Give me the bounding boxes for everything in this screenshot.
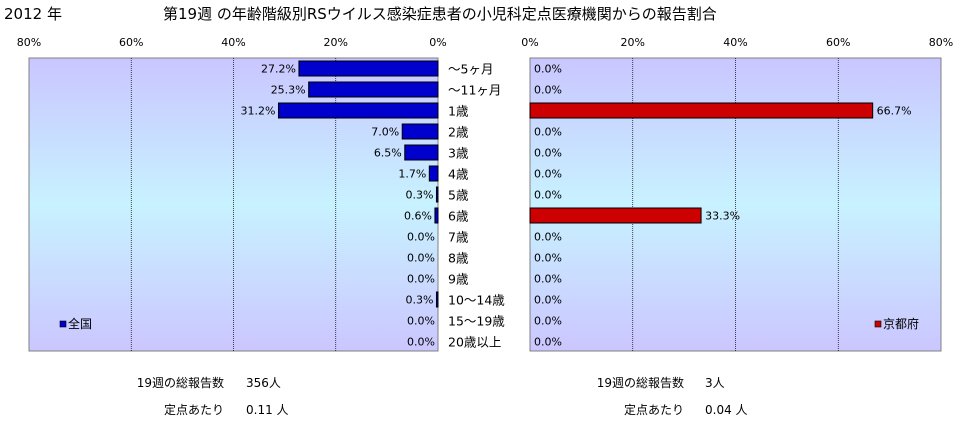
left-axis-ticks: 80% 60% 40% 20% 0% [17,36,447,49]
right-bar [529,207,702,224]
category-label: 4歳 [448,167,469,182]
footer-left-total-value: 356人 [246,376,281,390]
right-tick-label: 60% [826,36,850,49]
footer-left: 19週の総報告数 356人 定点あたり 0.11 人 [137,375,289,417]
footer-right-total-label: 19週の総報告数 [597,375,684,390]
right-bars: 0.0% 0.0% 66.7% 0.0% 0.0% 0.0% 0.0% 33.3% 0.0% 0.… [529,63,912,349]
left-bar-value-label: 0.0% [407,231,435,244]
left-bar-value-label: 0.3% [406,294,434,307]
category-labels: ～5ヶ月 ～11ヶ月 1歳 2歳 3歳 4歳 5歳 6歳 7歳 8歳 9歳 10～14歳 15～19歳 2… [448,62,505,350]
category-label: 2歳 [448,125,469,140]
footer-left-total-label: 19週の総報告数 [137,375,224,390]
left-tick-label: 60% [119,36,143,49]
right-axis-ticks: 0% 20% 40% 60% 80% [521,36,953,49]
left-bar [404,144,439,161]
legend-left-label: 全国 [68,316,92,331]
left-bar-value-label: 1.7% [398,168,426,181]
right-bar [529,102,874,119]
category-label: 5歳 [448,188,469,203]
footer-right-per-label: 定点あたり [624,402,684,417]
left-tick-label: 0% [429,36,446,49]
legend-right-label: 京都府 [883,316,919,331]
footer-right-total-value: 3人 [705,376,725,390]
left-bar [401,123,439,140]
chart-title: 第19週 の年齢階級別RSウイルス感染症患者の小児科定点医療機関からの報告割合 [163,5,717,23]
category-label: ～11ヶ月 [448,83,501,98]
category-label: 3歳 [448,146,469,161]
legend-left-swatch [59,320,67,328]
right-bar-value-label: 0.0% [534,147,562,160]
footer-right-per-value: 0.04 人 [705,403,748,417]
category-label: ～5ヶ月 [448,62,493,77]
category-label: 20歳以上 [448,335,501,350]
right-tick-label: 80% [929,36,953,49]
right-bar-value-label: 0.0% [534,63,562,76]
right-bar-value-label: 0.0% [534,294,562,307]
right-bar-value-label: 0.0% [534,315,562,328]
left-bar [434,207,439,224]
right-tick-label: 0% [521,36,538,49]
left-tick-label: 20% [324,36,348,49]
left-tick-label: 80% [17,36,41,49]
left-bar [428,165,439,182]
left-bar-value-label: 0.0% [407,252,435,265]
left-bar [308,81,439,98]
category-label: 15～19歳 [448,314,505,329]
right-bar-value-label: 0.0% [534,273,562,286]
left-bar-value-label: 25.3% [271,84,306,97]
category-label: 9歳 [448,272,469,287]
right-bar-value-label: 0.0% [534,84,562,97]
right-bar-value-label: 0.0% [534,336,562,349]
legend-right-swatch [874,320,882,328]
footer-left-per-label: 定点あたり [164,402,224,417]
left-tick-label: 40% [221,36,245,49]
left-bar-value-label: 0.3% [406,189,434,202]
left-bars: 27.2% 25.3% 31.2% 7.0% 6.5% 1.7% 0.3% 0.6% 0.0% 0… [241,60,439,349]
category-label: 8歳 [448,251,469,266]
right-bar-value-label: 66.7% [877,105,912,118]
left-bar-value-label: 0.6% [404,210,432,223]
right-tick-label: 40% [723,36,747,49]
left-bar-value-label: 0.0% [407,273,435,286]
left-bar-value-label: 27.2% [261,63,296,76]
legend-right: 京都府 [874,316,919,331]
left-bar-value-label: 0.0% [407,336,435,349]
right-bar-value-label: 0.0% [534,252,562,265]
left-bar-value-label: 31.2% [241,105,276,118]
year-label: 2012 年 [4,5,62,23]
right-bar-value-label: 0.0% [534,189,562,202]
category-label: 7歳 [448,230,469,245]
left-bar [298,60,439,77]
left-bar-value-label: 0.0% [407,315,435,328]
footer-left-per-value: 0.11 人 [246,403,289,417]
right-bar-value-label: 0.0% [534,126,562,139]
category-label: 1歳 [448,104,469,119]
right-bar-value-label: 0.0% [534,168,562,181]
left-bar [435,186,439,203]
right-bar-value-label: 0.0% [534,231,562,244]
footer-right: 19週の総報告数 3人 定点あたり 0.04 人 [597,375,748,417]
left-bar-value-label: 6.5% [374,147,402,160]
legend-left: 全国 [59,316,92,331]
left-bar [435,291,439,308]
left-bar-value-label: 7.0% [371,126,399,139]
category-label: 10～14歳 [448,293,505,308]
right-tick-label: 20% [621,36,645,49]
left-bar [277,102,439,119]
category-label: 6歳 [448,209,469,224]
right-bar-value-label: 33.3% [705,210,740,223]
